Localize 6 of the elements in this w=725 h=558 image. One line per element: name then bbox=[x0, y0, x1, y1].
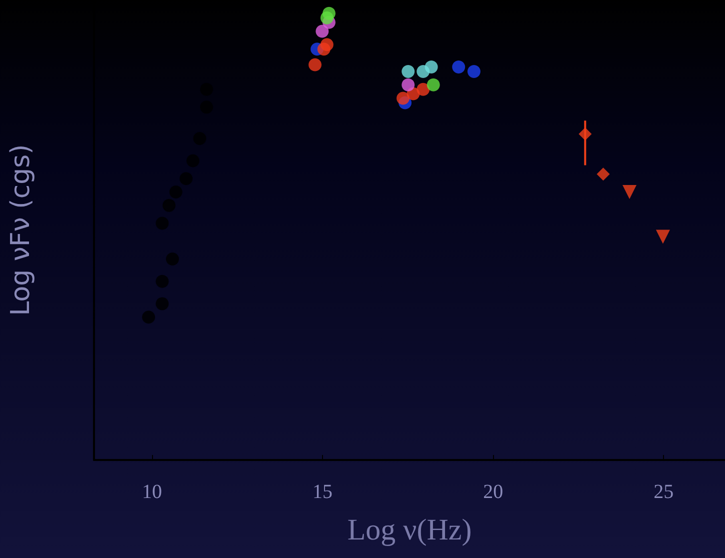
y-axis-title: Log νFν (cgs) bbox=[6, 144, 36, 316]
x-tick-label: 15 bbox=[312, 481, 333, 503]
x-tick-label: 10 bbox=[142, 481, 162, 503]
x-axis-title: Log ν(Hz) bbox=[347, 514, 472, 546]
x-tick-label: 25 bbox=[654, 481, 674, 503]
x-tick-label: 20 bbox=[483, 481, 504, 503]
